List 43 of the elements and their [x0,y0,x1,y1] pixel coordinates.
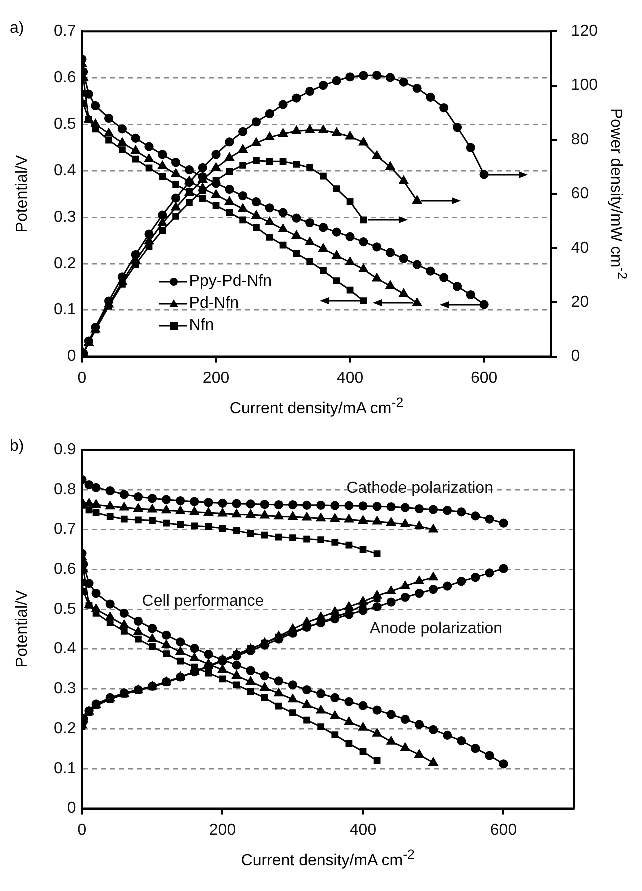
y2-tick-label: 120 [571,23,598,40]
y-tick-label: 0.5 [54,116,76,133]
x-axis-title: Current density/mA cm$^{-2}$ [241,846,415,870]
chart-title: a) [10,20,24,38]
y-tick-label: 0 [67,800,76,818]
y-tick-label: 0.8 [54,481,76,498]
x-tick-label: 200 [209,822,236,839]
x-axis-title: Current density/mA cm$^{-2}$ [230,394,404,418]
y-tick-label: 0.6 [54,561,76,578]
y-axis-title: Potential/V [14,590,32,668]
y-tick-label: 0 [67,348,76,366]
y-tick-label: 0.2 [54,720,76,738]
y-tick-label: 0.7 [54,23,76,40]
y-tick-label: 0.9 [54,441,76,458]
legend-label: Ppy-Pd-Nfn [189,272,272,292]
y2-tick-label: 20 [571,294,590,312]
y2-tick-label: 60 [571,186,590,203]
annotation: Anode polarization [370,620,503,638]
y-axis-title: Potential/V [14,155,32,233]
x-tick-label: 200 [202,370,230,387]
y-tick-label: 0.4 [54,640,76,658]
y2-tick-label: 40 [571,240,590,257]
x-tick-label: 600 [490,822,518,839]
y-tick-label: 0.6 [54,69,76,86]
chart-title: b) [10,438,24,456]
x-tick-label: 400 [350,822,377,839]
y-tick-label: 0.3 [54,680,76,698]
annotation: Cell performance [142,593,264,610]
legend-label: Nfn [189,316,214,336]
y-tick-label: 0.7 [54,521,76,538]
y2-tick-label: 100 [571,77,598,94]
annotation: Cathode polarization [346,480,494,498]
y-tick-label: 0.1 [54,760,76,778]
y-tick-label: 0.4 [54,162,76,180]
y-tick-label: 0.5 [54,600,76,618]
y2-tick-label: 0 [571,348,580,366]
x-tick-label: 600 [470,370,498,387]
x-tick-label: 400 [336,370,364,387]
legend-label: Pd-Nfn [189,294,240,314]
y-tick-label: 0.3 [54,208,76,226]
y2-tick-label: 80 [571,131,590,148]
y-tick-label: 0.1 [54,302,76,319]
y-tick-label: 0.2 [54,255,76,272]
